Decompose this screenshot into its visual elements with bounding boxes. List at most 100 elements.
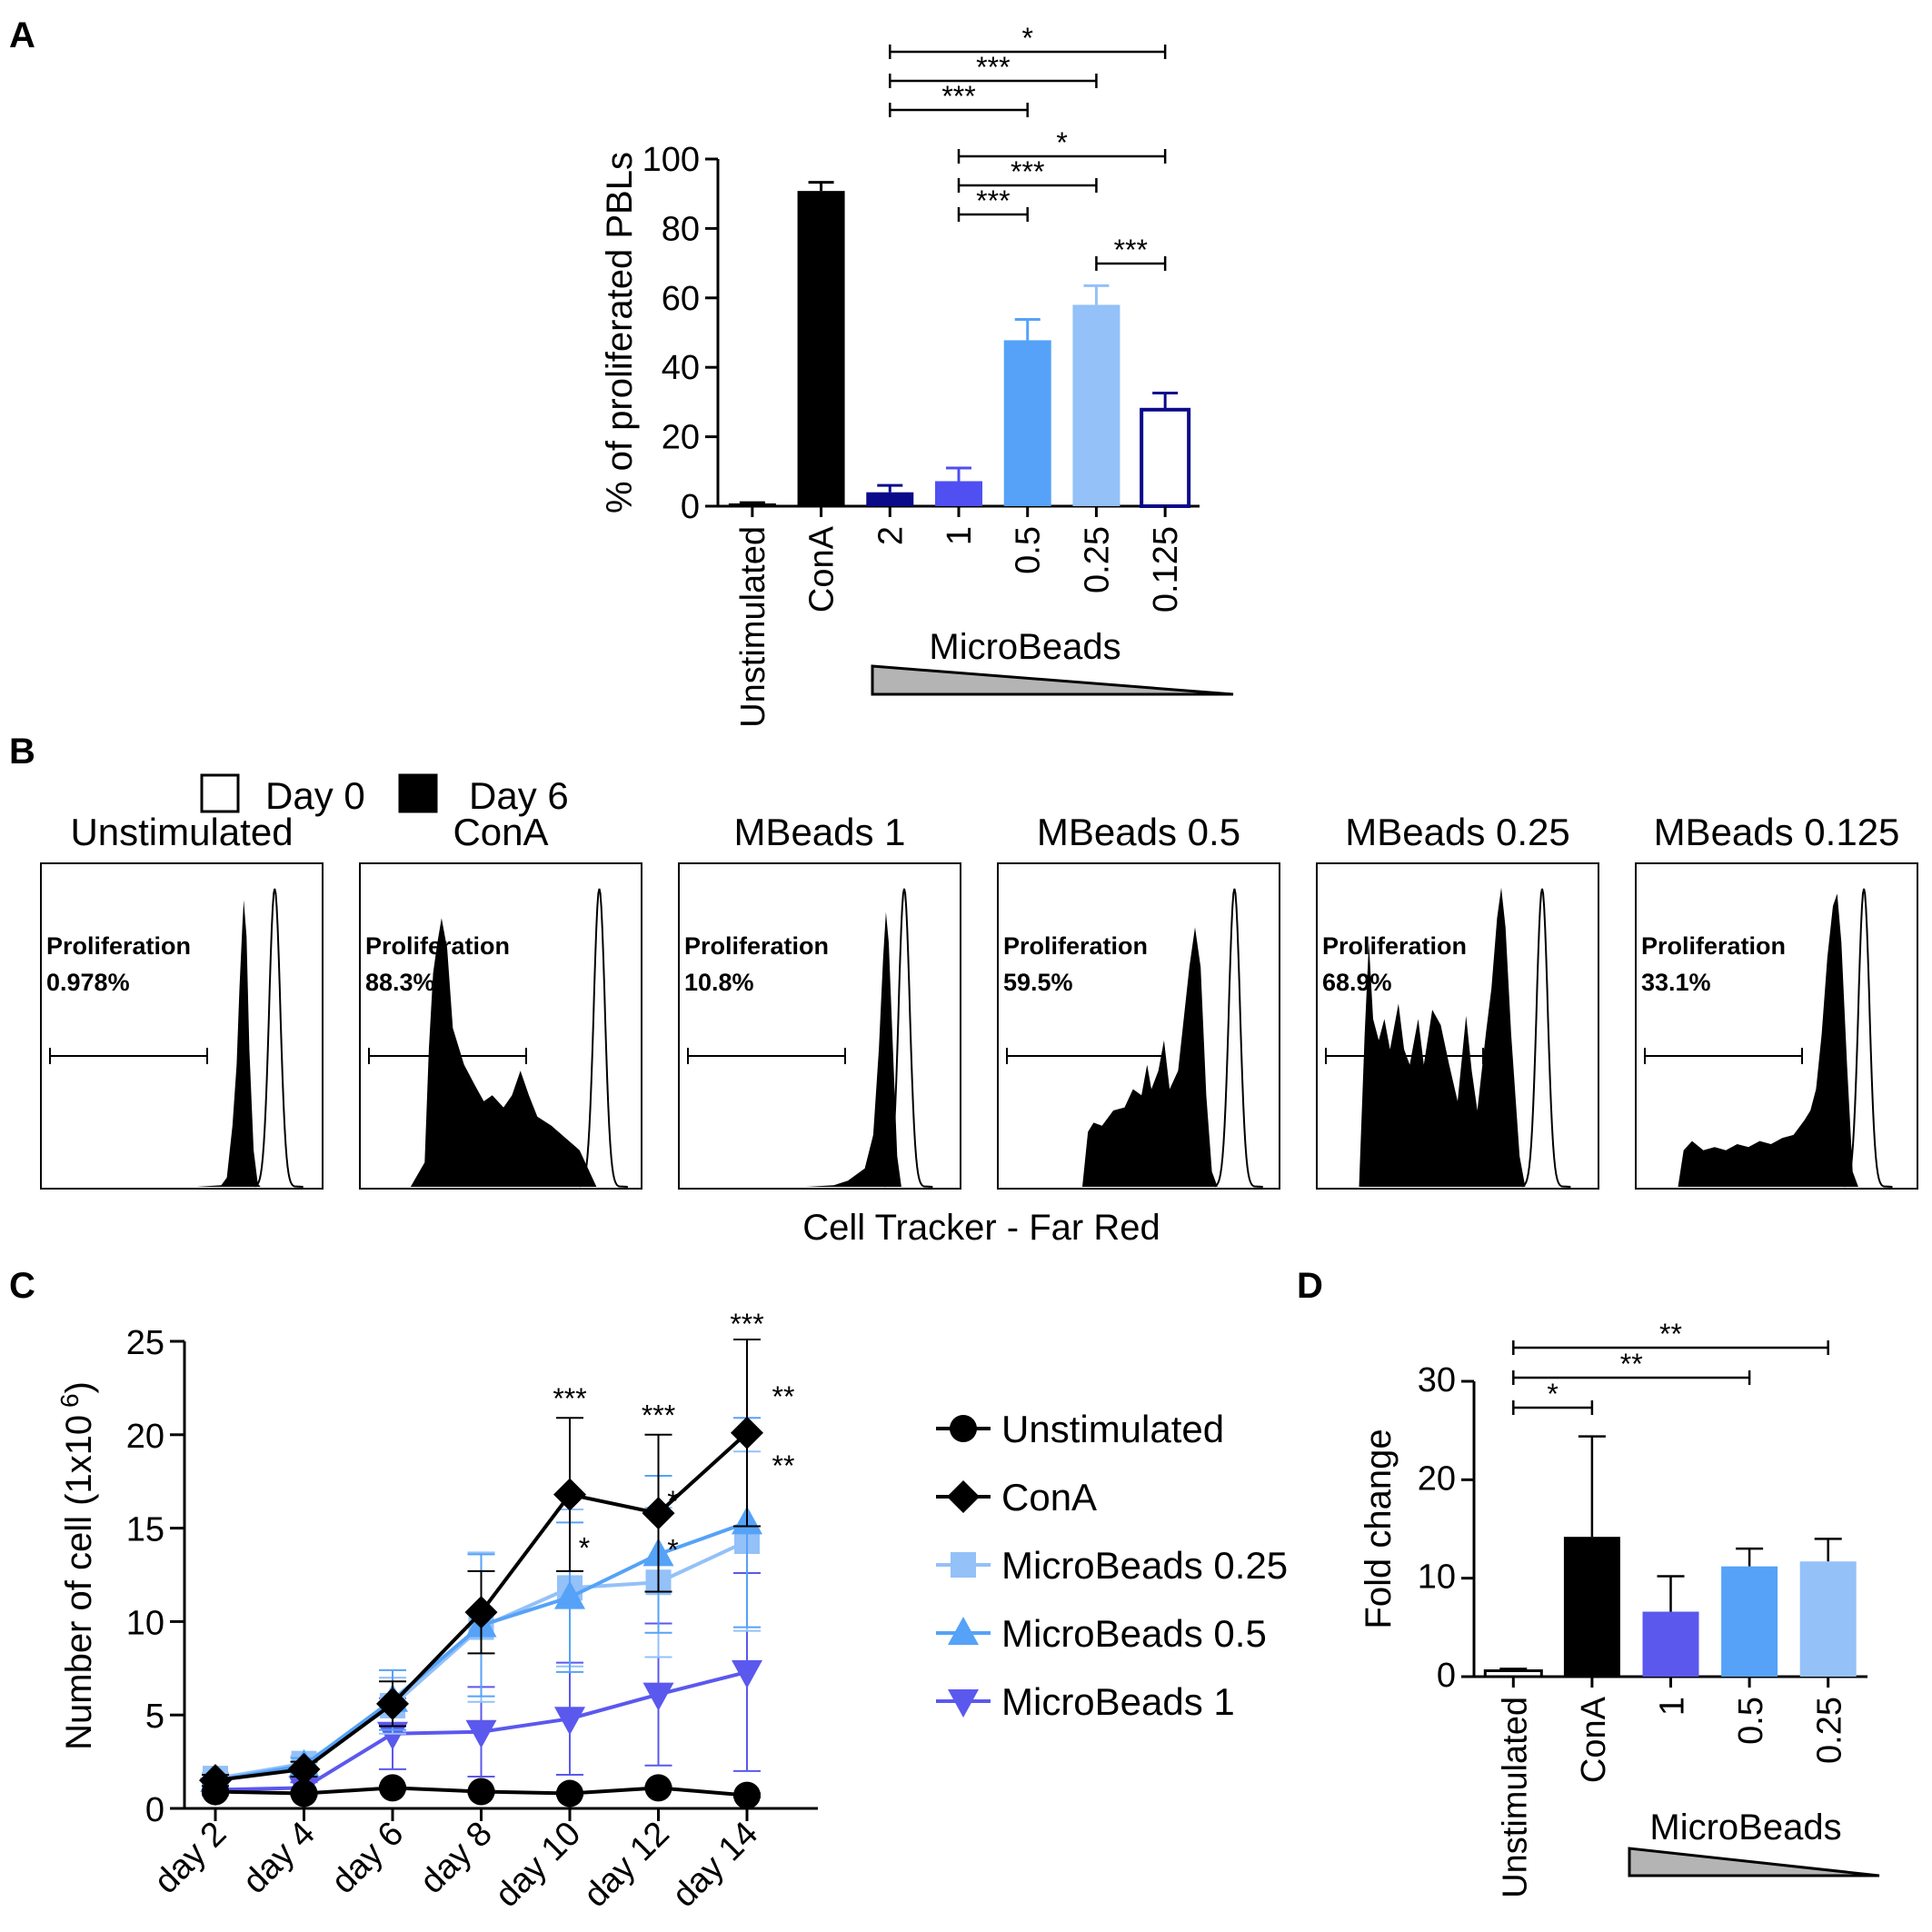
histogram-title: MBeads 0.5 (1037, 811, 1240, 853)
histogram-frame (678, 862, 961, 1190)
x-tick-label: Unstimulated (1496, 1697, 1534, 1898)
data-point (467, 1778, 495, 1806)
day-6-distribution (1082, 927, 1218, 1187)
significance-label: * (667, 1534, 678, 1567)
x-tick-label: day 14 (665, 1815, 765, 1915)
legend-swatch-day-6 (398, 773, 438, 813)
concentration-wedge (1628, 1847, 1880, 1877)
histogram-mbeads-0-5: MBeads 0.5 Proliferation 59.5% (997, 811, 1280, 1190)
x-tick-label: day 10 (488, 1815, 588, 1915)
significance-label: *** (976, 184, 1010, 217)
legend-marker (948, 1617, 979, 1645)
data-point (287, 1752, 321, 1786)
legend-label-day-0: Day 0 (265, 774, 365, 817)
legend-microbeads-1: MicroBeads 1 (936, 1680, 1235, 1723)
x-tick-label: day 8 (413, 1815, 499, 1901)
histogram-title: MBeads 0.25 (1345, 811, 1570, 853)
series-unstimulated (202, 1774, 761, 1809)
significance-label: * (667, 1485, 678, 1518)
day-6-distribution (410, 918, 597, 1187)
gate-label: Proliferation (1641, 932, 1786, 960)
legend-label: MicroBeads 1 (1001, 1680, 1235, 1723)
panel-b-histograms: Day 0 Day 6 Unstimulated Proliferation 0.978… (40, 773, 1918, 1248)
y-tick-label: 10 (126, 1604, 164, 1642)
series-cona (199, 1338, 763, 1798)
gate-label: Proliferation (365, 932, 510, 960)
x-tick-label: 0.5 (1010, 526, 1048, 574)
histogram-mbeads-1: MBeads 1 Proliferation 10.8% (678, 811, 961, 1190)
histogram-mbeads-0-125: MBeads 0.125 Proliferation 33.1% (1635, 811, 1918, 1190)
data-point (199, 1764, 232, 1798)
y-tick-label: 20 (662, 419, 700, 457)
panel-label-d: D (1297, 1266, 1323, 1306)
y-tick-label: 15 (126, 1511, 164, 1549)
x-tick-label: 0.5 (1732, 1697, 1770, 1745)
x-tick-label: 0.25 (1078, 526, 1116, 593)
legend-label-day-6: Day 6 (469, 774, 569, 817)
histogram-title: Unstimulated (70, 811, 293, 853)
data-point (642, 1497, 675, 1530)
x-tick-label: ConA (803, 525, 842, 612)
bar-unstimulated (728, 503, 776, 506)
bar-0-5 (1721, 1566, 1778, 1677)
gate-value: 68.9% (1322, 969, 1392, 996)
data-point (290, 1779, 318, 1808)
legend-unstimulated: Unstimulated (936, 1408, 1224, 1450)
y-tick-label: 40 (662, 349, 700, 387)
legend-swatch-day-0 (200, 773, 240, 813)
significance-label: * (1021, 22, 1032, 55)
panel-label-b: B (9, 732, 35, 772)
group-label: MicroBeads (929, 627, 1120, 667)
data-point (379, 1774, 406, 1802)
group-label: MicroBeads (1649, 1808, 1841, 1847)
gate-value: 10.8% (684, 969, 754, 996)
day-6-distribution (195, 900, 261, 1187)
bar-0-125 (1140, 407, 1191, 508)
bar-1 (1642, 1611, 1699, 1677)
significance-label: *** (976, 51, 1010, 84)
data-point (554, 1707, 585, 1736)
data-point (553, 1478, 586, 1511)
x-tick-label: 0.25 (1811, 1697, 1849, 1764)
y-axis-title: % of proliferated PBLs (600, 152, 640, 513)
gate-label: Proliferation (1003, 932, 1148, 960)
legend-marker (947, 1480, 980, 1513)
panel-d-chart: 0 10 20 30 Fold change Unstimulated ConA 1 0.5 0.… (1359, 1318, 1880, 1898)
x-tick-label: day 4 (235, 1815, 322, 1901)
data-point (733, 1781, 761, 1809)
significance-label: ** (772, 1449, 795, 1482)
day-0-distribution (883, 888, 933, 1188)
y-tick-label: 20 (1418, 1459, 1456, 1498)
data-point (376, 1687, 409, 1720)
significance-label: *** (642, 1399, 675, 1432)
y-tick-label: 0 (681, 488, 700, 526)
bar-0-25 (1072, 304, 1120, 506)
legend-label: MicroBeads 0.5 (1001, 1612, 1267, 1655)
data-point (554, 1580, 585, 1609)
legend-marker (951, 1552, 976, 1578)
gate-value: 59.5% (1003, 969, 1073, 996)
y-tick-label: 80 (662, 210, 700, 248)
x-tick-label: 0.125 (1147, 526, 1185, 612)
data-point (377, 1721, 408, 1750)
y-tick-label: 25 (126, 1324, 164, 1362)
significance-label: *** (553, 1382, 586, 1415)
x-axis-title: Cell Tracker - Far Red (802, 1208, 1160, 1248)
y-tick-label: 0 (145, 1791, 164, 1829)
significance-label: ** (1659, 1318, 1682, 1350)
bar-cona (1563, 1537, 1620, 1677)
significance-label: * (1056, 126, 1067, 159)
data-point (642, 1682, 674, 1711)
data-point (644, 1774, 672, 1802)
y-axis-title: Number of cell (1x10 6) (55, 1381, 99, 1750)
panel-label-a: A (9, 15, 35, 55)
legend-marker (948, 1689, 979, 1718)
panel-a-chart: 0 20 40 60 80 100% of proliferated PBLs Unstim… (600, 22, 1234, 728)
day-0-distribution (578, 888, 628, 1188)
y-tick-label: 10 (1418, 1559, 1456, 1597)
x-tick-label: day 6 (324, 1815, 411, 1901)
day-0-distribution (1843, 888, 1893, 1188)
gate-label: Proliferation (1322, 932, 1467, 960)
legend-cona: ConA (936, 1476, 1097, 1519)
